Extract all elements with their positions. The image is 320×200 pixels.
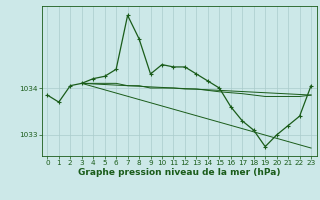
X-axis label: Graphe pression niveau de la mer (hPa): Graphe pression niveau de la mer (hPa) <box>78 168 280 177</box>
